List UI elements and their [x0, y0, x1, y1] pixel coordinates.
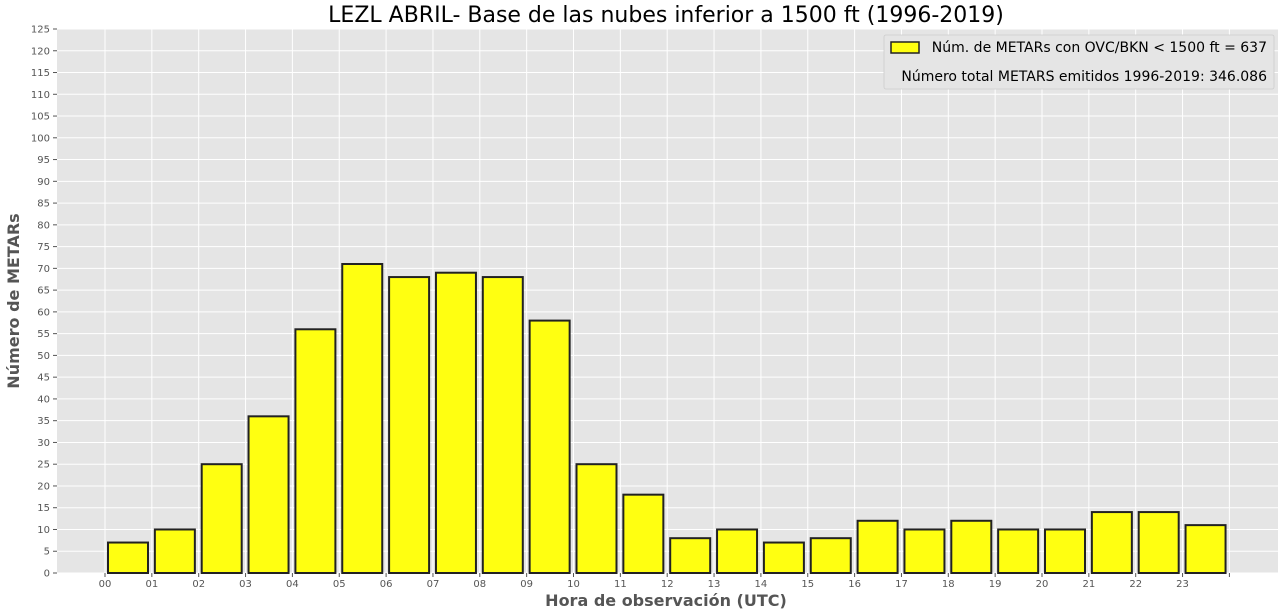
y-tick-label: 70 [37, 264, 50, 275]
y-tick-label: 55 [37, 329, 50, 340]
bar-11 [622, 493, 665, 574]
y-tick-label: 50 [37, 351, 50, 362]
x-tick-label: 00 [99, 579, 112, 590]
bar-10 [575, 463, 618, 575]
x-tick-label: 02 [192, 579, 205, 590]
y-tick-label: 75 [37, 242, 50, 253]
bars [107, 263, 1227, 575]
bar-09 [528, 319, 571, 575]
x-tick-label: 13 [708, 579, 721, 590]
y-tick-label: 45 [37, 373, 50, 384]
y-tick-label: 10 [37, 525, 50, 536]
x-tick-label: 15 [801, 579, 814, 590]
bar-17 [903, 528, 946, 574]
y-tick-label: 60 [37, 307, 50, 318]
x-tick-label: 23 [1176, 579, 1189, 590]
chart-title: LEZL ABRIL- Base de las nubes inferior a… [328, 3, 1004, 28]
y-tick-label: 115 [31, 68, 50, 79]
x-tick-label: 10 [567, 579, 580, 590]
bar-14 [762, 541, 805, 575]
y-tick-label: 25 [37, 460, 50, 471]
bar-03 [247, 415, 290, 574]
bar-01 [153, 528, 196, 574]
legend-swatch [890, 41, 920, 54]
bar-13 [716, 528, 759, 574]
bar-21 [1090, 511, 1133, 575]
x-tick-label: 04 [286, 579, 299, 590]
bar-06 [388, 276, 431, 574]
x-tick-label: 01 [145, 579, 158, 590]
bar-08 [481, 276, 524, 574]
y-tick-label: 85 [37, 199, 50, 210]
x-tick-label: 08 [473, 579, 486, 590]
x-tick-label: 06 [380, 579, 393, 590]
y-tick-label: 65 [37, 286, 50, 297]
legend-annotation: Número total METARS emitidos 1996-2019: … [901, 69, 1267, 85]
bar-23 [1184, 524, 1227, 574]
x-tick-label: 09 [520, 579, 533, 590]
x-tick-label: 18 [942, 579, 955, 590]
legend-series-label: Núm. de METARs con OVC/BKN < 1500 ft = 6… [932, 40, 1267, 56]
x-tick-label: 03 [239, 579, 252, 590]
y-tick-label: 90 [37, 177, 50, 188]
y-tick-label: 0 [44, 569, 50, 580]
y-tick-label: 80 [37, 220, 50, 231]
x-tick-label: 05 [333, 579, 346, 590]
x-tick-label: 21 [1082, 579, 1095, 590]
x-tick-label: 16 [848, 579, 861, 590]
legend: Núm. de METARs con OVC/BKN < 1500 ft = 6… [883, 34, 1275, 90]
bar-07 [434, 271, 477, 574]
x-tick-label: 07 [427, 579, 440, 590]
y-axis-label: Número de METARs [4, 213, 23, 388]
y-tick-label: 100 [31, 133, 50, 144]
y-tick-label: 35 [37, 416, 50, 427]
y-tick-label: 110 [31, 90, 50, 101]
y-tick-label: 95 [37, 155, 50, 166]
bar-22 [1137, 511, 1180, 575]
bar-00 [107, 541, 149, 575]
y-tick-label: 105 [31, 112, 50, 123]
y-tick-label: 120 [31, 46, 50, 57]
bar-19 [997, 528, 1040, 574]
bar-05 [341, 263, 384, 574]
bar-15 [809, 537, 852, 575]
bar-18 [950, 519, 993, 574]
x-tick-label: 11 [614, 579, 627, 590]
bar-20 [1044, 528, 1086, 574]
x-axis-ticks: 00 01 02 03 04 05 06 07 08 09 10 11 12 13 14 15 16 17 18 19… [99, 573, 1230, 590]
bar-02 [200, 463, 243, 575]
x-tick-label: 17 [895, 579, 908, 590]
y-tick-label: 5 [44, 547, 50, 558]
x-axis-label: Hora de observación (UTC) [545, 591, 787, 610]
y-tick-label: 125 [31, 25, 50, 36]
y-axis-ticks: 0 5 10 15 20 25 30 35 40 45 50 55 60 65 70 75 80 85 90 95 10… [31, 25, 57, 580]
legend-box [883, 34, 1275, 90]
bar-12 [669, 537, 712, 575]
bar-16 [856, 519, 899, 574]
y-tick-label: 15 [37, 503, 50, 514]
x-tick-label: 12 [661, 579, 674, 590]
y-tick-label: 40 [37, 394, 50, 405]
y-tick-label: 20 [37, 481, 50, 492]
x-tick-label: 19 [989, 579, 1002, 590]
y-tick-label: 30 [37, 438, 50, 449]
x-tick-label: 20 [1036, 579, 1049, 590]
x-tick-label: 22 [1129, 579, 1142, 590]
bar-04 [294, 328, 337, 574]
x-tick-label: 14 [755, 579, 768, 590]
